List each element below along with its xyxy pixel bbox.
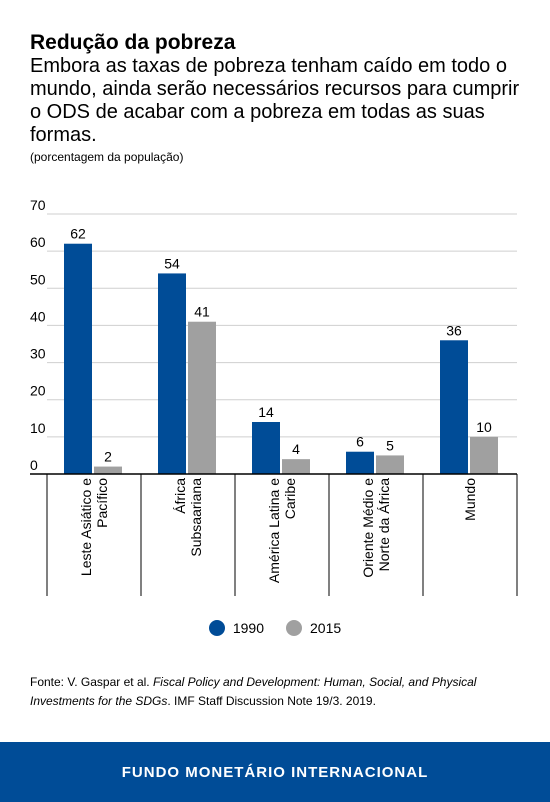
y-tick-label: 60 xyxy=(30,234,46,250)
category-label: Subsaariana xyxy=(188,478,204,557)
data-label-1990: 54 xyxy=(164,255,180,271)
legend-item-1990: 1990 xyxy=(208,620,264,636)
data-label-2015: 2 xyxy=(104,449,112,465)
y-tick-label: 10 xyxy=(30,420,46,436)
bar-1990 xyxy=(346,451,374,474)
data-label-1990: 14 xyxy=(258,404,274,420)
bar-2015 xyxy=(188,321,216,474)
bar-1990 xyxy=(440,340,468,474)
y-tick-label: 20 xyxy=(30,383,46,399)
legend-swatch-1990 xyxy=(208,620,225,636)
bar-1990 xyxy=(64,243,92,474)
bar-chart: 0 10 20 30 40 50 60 70 62 54 14 6 36 2 41 4 5 10 Leste Asi… xyxy=(30,197,518,596)
data-label-2015: 41 xyxy=(194,304,210,320)
data-label-1990: 62 xyxy=(70,226,86,242)
category-label: Norte da África xyxy=(376,478,392,572)
y-tick-label: 40 xyxy=(30,308,46,324)
legend-item-2015: 2015 xyxy=(286,620,341,636)
y-tick-label: 30 xyxy=(30,346,46,362)
source-title: Fiscal Policy and Development: Human, So… xyxy=(30,675,477,708)
category-label: Caribe xyxy=(282,478,298,519)
data-label-1990: 6 xyxy=(356,434,364,450)
footer-banner: FUNDO MONETÁRIO INTERNACIONAL xyxy=(0,742,550,802)
bar-2015 xyxy=(470,436,498,474)
legend: 1990 2015 xyxy=(0,620,550,636)
category-label: Pacífico xyxy=(94,478,110,528)
y-tick-label: 0 xyxy=(30,457,38,473)
bar-2015 xyxy=(376,455,404,474)
source-suffix: . IMF Staff Discussion Note 19/3. 2019. xyxy=(167,694,376,708)
chart-subtitle: Embora as taxas de pobreza tenham caído … xyxy=(30,55,520,146)
legend-label-1990: 1990 xyxy=(232,620,264,636)
bar-1990 xyxy=(158,273,186,474)
chart-title: Redução da pobreza xyxy=(30,31,236,54)
bar-1990 xyxy=(252,422,280,474)
data-label-2015: 5 xyxy=(386,437,394,453)
footer-label: FUNDO MONETÁRIO INTERNACIONAL xyxy=(121,763,429,781)
category-label: América Latina e xyxy=(266,478,282,583)
source-prefix: Fonte: V. Gaspar et al. xyxy=(30,675,153,689)
legend-swatch-2015 xyxy=(286,620,302,636)
data-label-2015: 4 xyxy=(292,441,300,457)
category-label: Oriente Médio e xyxy=(360,478,376,578)
bar-2015 xyxy=(94,466,122,474)
data-label-1990: 36 xyxy=(446,322,462,338)
source-note: Fonte: V. Gaspar et al. Fiscal Policy an… xyxy=(30,673,530,711)
legend-label-2015: 2015 xyxy=(310,620,342,636)
category-label: África xyxy=(172,478,188,514)
bar-2015 xyxy=(282,459,310,474)
data-label-2015: 10 xyxy=(476,419,492,435)
unit-label: (porcentagem da população) xyxy=(30,150,184,164)
y-tick-label: 50 xyxy=(30,271,46,287)
y-tick-label: 70 xyxy=(30,197,46,213)
category-label: Leste Asiático e xyxy=(78,478,94,576)
category-label: Mundo xyxy=(462,478,478,521)
